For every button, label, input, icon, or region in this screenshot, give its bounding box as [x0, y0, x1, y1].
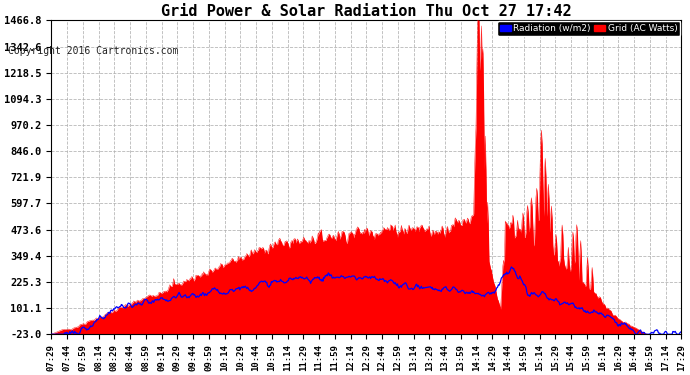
Text: Copyright 2016 Cartronics.com: Copyright 2016 Cartronics.com	[8, 46, 179, 56]
Title: Grid Power & Solar Radiation Thu Oct 27 17:42: Grid Power & Solar Radiation Thu Oct 27 …	[161, 4, 572, 19]
Legend: Radiation (w/m2), Grid (AC Watts): Radiation (w/m2), Grid (AC Watts)	[497, 21, 680, 36]
